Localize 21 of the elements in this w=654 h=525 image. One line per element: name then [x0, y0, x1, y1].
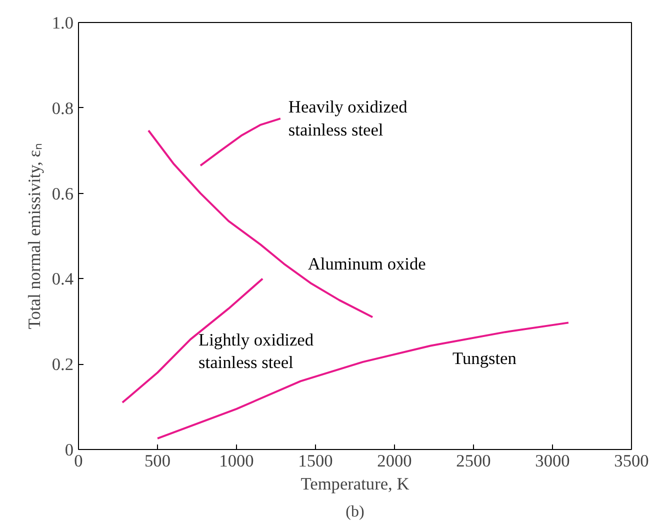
series-label: Tungsten: [452, 349, 517, 368]
x-tick-label: 2000: [377, 452, 412, 470]
text: (b): [346, 504, 364, 520]
y-tick-label: 0.6: [52, 184, 74, 204]
x-axis-title: Temperature, K: [300, 474, 410, 494]
y-tick-label: 1.0: [52, 14, 74, 32]
line-series: [199, 118, 282, 167]
y-tick-label: 0.4: [52, 270, 74, 289]
series-label: Aluminum oxide: [308, 254, 426, 274]
y-tick-label: 0.8: [52, 98, 74, 118]
x-tick-label: 2500: [456, 452, 491, 470]
x-tick-label: 3000: [535, 452, 570, 470]
line-series: [156, 322, 570, 440]
y-tick-label: 0.2: [52, 355, 74, 374]
y-axis-title: Total normal emissivity, εₙ: [24, 142, 44, 330]
x-tick-label: 500: [144, 452, 171, 470]
series-label: Lightly oxidized stainless steel: [198, 330, 314, 372]
series-label: Heavily oxidized stainless steel: [288, 98, 408, 140]
x-tick-label: 1500: [298, 452, 333, 470]
x-tick-label: 1000: [219, 452, 254, 470]
x-tick-label: 3500: [614, 452, 649, 470]
